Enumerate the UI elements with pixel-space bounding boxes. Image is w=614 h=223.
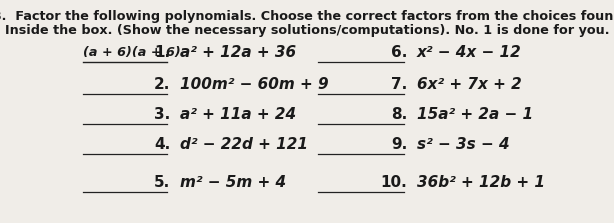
Text: 2.: 2. bbox=[154, 77, 170, 92]
Text: 100m² − 60m + 9: 100m² − 60m + 9 bbox=[180, 77, 328, 92]
Text: m² − 5m + 4: m² − 5m + 4 bbox=[180, 175, 286, 190]
Text: 6x² + 7x + 2: 6x² + 7x + 2 bbox=[417, 77, 522, 92]
Text: 7.: 7. bbox=[391, 77, 407, 92]
Text: B.  Factor the following polynomials. Choose the correct factors from the choice: B. Factor the following polynomials. Cho… bbox=[0, 10, 614, 23]
Text: 15a² + 2a − 1: 15a² + 2a − 1 bbox=[417, 107, 533, 122]
Text: 1.: 1. bbox=[154, 45, 170, 60]
Text: 5.: 5. bbox=[154, 175, 170, 190]
Text: Inside the box. (Show the necessary solutions/computations). No. 1 is done for y: Inside the box. (Show the necessary solu… bbox=[5, 24, 609, 37]
Text: 10.: 10. bbox=[381, 175, 407, 190]
Text: 4.: 4. bbox=[154, 137, 170, 152]
Text: 3.: 3. bbox=[154, 107, 170, 122]
Text: s² − 3s − 4: s² − 3s − 4 bbox=[417, 137, 510, 152]
Text: x² − 4x − 12: x² − 4x − 12 bbox=[417, 45, 522, 60]
Text: 9.: 9. bbox=[391, 137, 407, 152]
Text: 6.: 6. bbox=[391, 45, 407, 60]
Text: 8.: 8. bbox=[391, 107, 407, 122]
Text: a² + 12a + 36: a² + 12a + 36 bbox=[180, 45, 296, 60]
Text: d² − 22d + 121: d² − 22d + 121 bbox=[180, 137, 308, 152]
Text: (a + 6)(a + 6): (a + 6)(a + 6) bbox=[84, 46, 181, 59]
Text: 36b² + 12b + 1: 36b² + 12b + 1 bbox=[417, 175, 545, 190]
Text: a² + 11a + 24: a² + 11a + 24 bbox=[180, 107, 296, 122]
